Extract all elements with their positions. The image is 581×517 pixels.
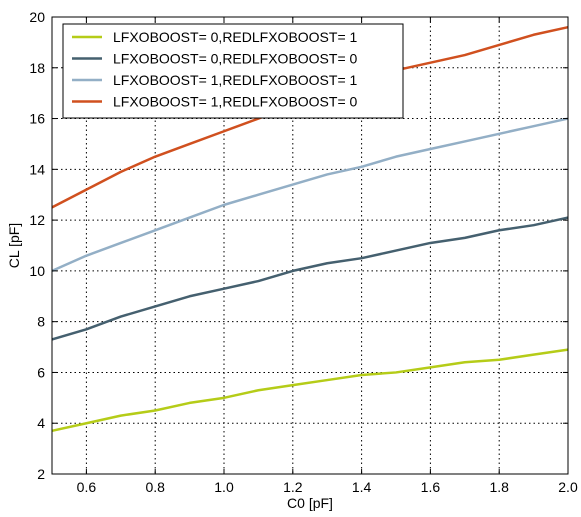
x-tick-label: 1.0 (214, 479, 234, 495)
legend-box (62, 23, 404, 119)
x-tick-label: 2.0 (558, 479, 578, 495)
y-tick-label: 6 (37, 364, 45, 380)
grid-lines (52, 17, 568, 474)
y-tick-label: 4 (37, 415, 45, 431)
legend-label-1: LFXOBOOST= 0,REDLFXOBOOST= 1 (113, 29, 358, 45)
x-tick-label: 1.4 (352, 479, 372, 495)
legend-label-4: LFXOBOOST= 1,REDLFXOBOOST= 0 (113, 94, 358, 110)
legend-label-3: LFXOBOOST= 1,REDLFXOBOOST= 1 (113, 72, 358, 88)
y-tick-label: 16 (29, 111, 45, 127)
series-line-1 (51, 348, 569, 433)
x-axis-label: C0 [pF] (287, 495, 333, 511)
x-tick-label: 1.8 (489, 479, 509, 495)
y-tick-label: 12 (29, 212, 45, 228)
x-tick-label: 1.6 (421, 479, 441, 495)
y-tick-label: 18 (29, 60, 45, 76)
legend: LFXOBOOST= 0,REDLFXOBOOST= 1 LFXOBOOST= 0… (62, 23, 404, 119)
y-tick-label: 20 (29, 9, 45, 25)
x-tick-labels: 0.6 0.8 1.0 1.2 1.4 1.6 1.8 2.0 (77, 479, 578, 495)
series-line-2 (51, 216, 569, 341)
x-tick-label: 1.2 (283, 479, 303, 495)
legend-entries: LFXOBOOST= 0,REDLFXOBOOST= 1 LFXOBOOST= 0… (72, 29, 358, 110)
x-tick-label: 0.6 (77, 479, 97, 495)
x-tick-label: 0.8 (145, 479, 165, 495)
tick-marks (52, 16, 569, 475)
y-tick-labels: 2 4 6 8 10 12 14 16 18 20 (29, 9, 45, 482)
plot-frame (51, 16, 569, 475)
legend-label-2: LFXOBOOST= 0,REDLFXOBOOST= 0 (113, 51, 358, 67)
y-axis-label: CL [pF] (6, 223, 22, 268)
y-tick-label: 8 (37, 314, 45, 330)
y-tick-label: 14 (29, 161, 45, 177)
y-tick-label: 10 (29, 263, 45, 279)
series-line-3 (51, 117, 569, 273)
y-tick-label: 2 (37, 466, 45, 482)
